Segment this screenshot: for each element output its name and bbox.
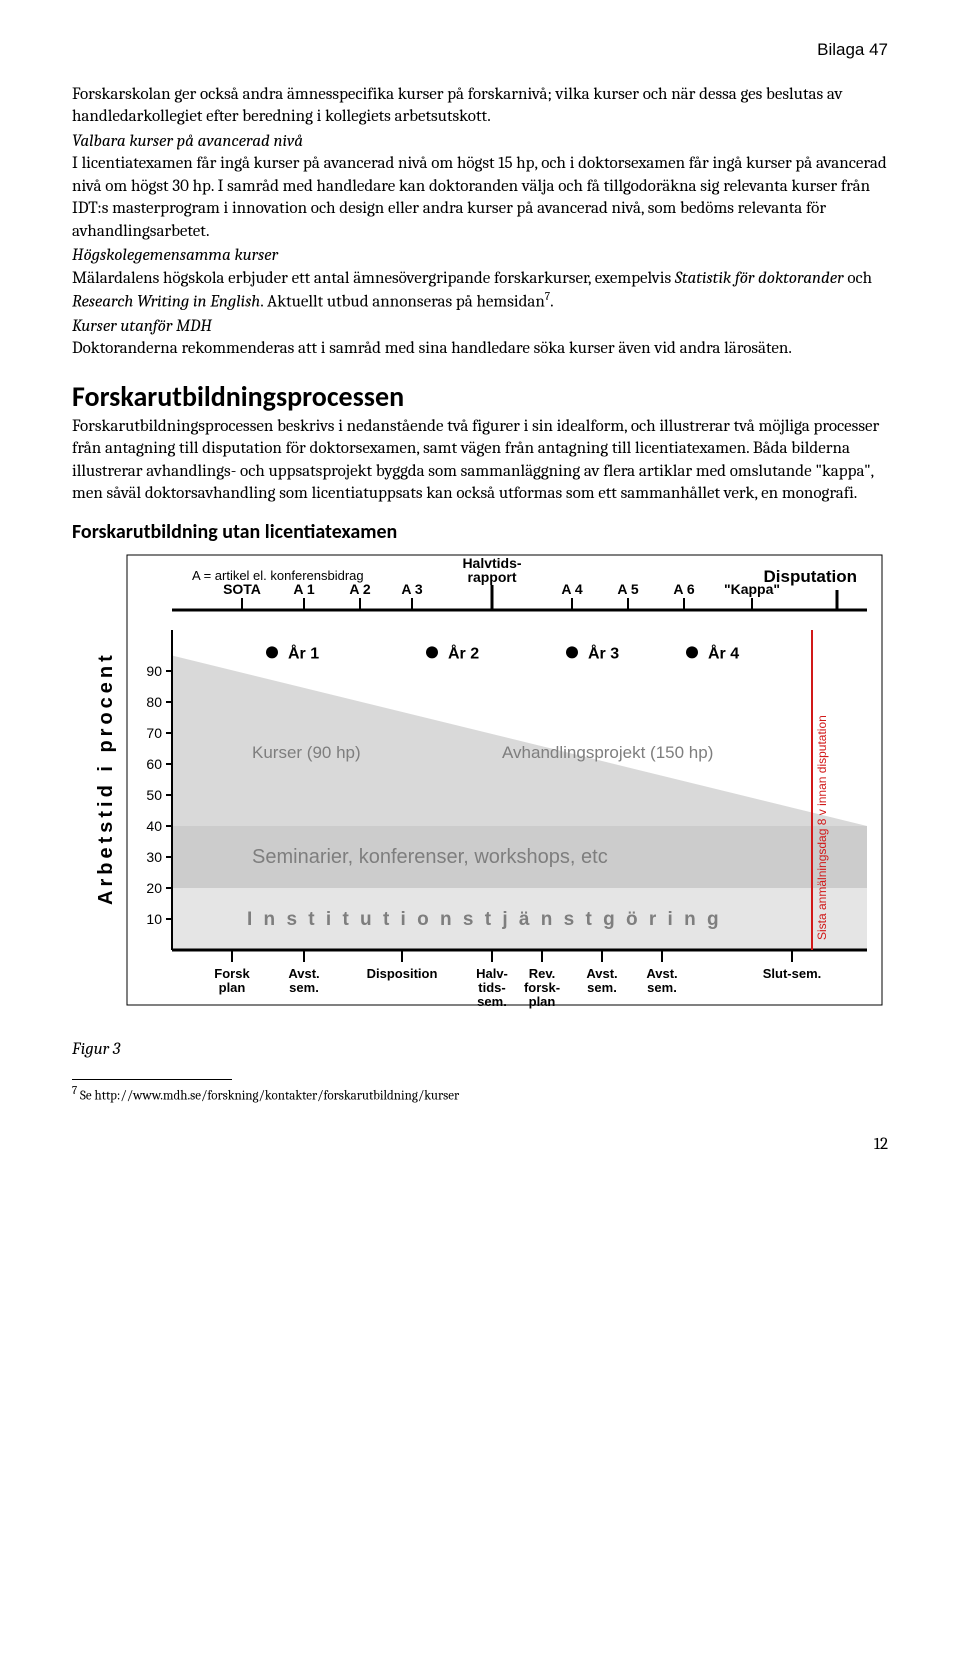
svg-text:I n s t i t u t i o n s t j ä: I n s t i t u t i o n s t j ä n s t g ö … (247, 909, 722, 930)
svg-text:rapport: rapport (468, 569, 517, 585)
paragraph-valbara: I licentiatexamen får ingå kurser på ava… (72, 153, 888, 243)
text-italic: Statistik för doktorander (675, 269, 844, 288)
svg-text:Slut-sem.: Slut-sem. (763, 966, 822, 981)
figure-chart: Arbetstid i procent 10 20 30 40 50 60 70 80 90 A =… (72, 550, 887, 1035)
svg-text:sem.: sem. (289, 980, 319, 995)
svg-text:sem.: sem. (647, 980, 677, 995)
text-italic: Research Writing in English (72, 293, 260, 312)
text-span: . (550, 293, 554, 312)
svg-text:Seminarier, konferenser, works: Seminarier, konferenser, workshops, etc (252, 846, 608, 868)
svg-text:A 1: A 1 (293, 581, 314, 597)
paragraph-kurser-utanfor: Doktoranderna rekommenderas att i samråd… (72, 338, 888, 360)
footnote-rule (72, 1079, 232, 1080)
svg-text:60: 60 (146, 756, 162, 772)
svg-text:Rev.: Rev. (529, 966, 556, 981)
svg-text:Avst.: Avst. (288, 966, 319, 981)
svg-text:plan: plan (219, 980, 246, 995)
svg-text:År 4: År 4 (708, 643, 739, 662)
svg-text:20: 20 (146, 880, 162, 896)
figure-container: Arbetstid i procent 10 20 30 40 50 60 70 80 90 A =… (72, 550, 888, 1035)
svg-text:10: 10 (146, 911, 162, 927)
svg-text:90: 90 (146, 663, 162, 679)
svg-text:Sista anmälningsdag 8 v innan: Sista anmälningsdag 8 v innan disputatio… (815, 715, 829, 940)
svg-text:forsk-: forsk- (524, 980, 560, 995)
svg-text:A = artikel el. konferensbidra: A = artikel el. konferensbidrag (192, 568, 364, 583)
subhead-valbara: Valbara kurser på avancerad nivå (72, 131, 888, 153)
svg-text:tids-: tids- (478, 980, 505, 995)
svg-text:Avst.: Avst. (646, 966, 677, 981)
svg-text:Disposition: Disposition (367, 966, 438, 981)
svg-text:Avst.: Avst. (586, 966, 617, 981)
svg-text:SOTA: SOTA (223, 581, 261, 597)
svg-text:80: 80 (146, 694, 162, 710)
svg-text:Arbetstid i procent: Arbetstid i procent (95, 651, 117, 905)
footnote: 7 Se http://www.mdh.se/forskning/kontakt… (72, 1084, 888, 1104)
header-attachment: Bilaga 47 (72, 40, 888, 60)
page-number: 12 (72, 1135, 888, 1154)
subhead-hogskole: Högskolegemensamma kurser (72, 245, 888, 267)
svg-text:30: 30 (146, 849, 162, 865)
svg-text:sem.: sem. (587, 980, 617, 995)
svg-text:A 3: A 3 (401, 581, 422, 597)
subsection-title: Forskarutbildning utan licentiatexamen (72, 520, 888, 544)
svg-text:70: 70 (146, 725, 162, 741)
text-span: Mälardalens högskola erbjuder ett antal … (72, 269, 675, 288)
svg-text:plan: plan (529, 994, 556, 1009)
section-title: Forskarutbildningsprocessen (72, 379, 888, 414)
paragraph-section: Forskarutbildningsprocessen beskrivs i n… (72, 416, 888, 506)
paragraph-intro: Forskarskolan ger också andra ämnesspeci… (72, 84, 888, 129)
svg-text:Avhandlingsprojekt (150 hp): Avhandlingsprojekt (150 hp) (502, 742, 713, 761)
svg-text:År 2: År 2 (448, 643, 479, 662)
svg-text:A 4: A 4 (561, 581, 582, 597)
svg-text:Kurser (90 hp): Kurser (90 hp) (252, 742, 361, 761)
svg-text:Disputation: Disputation (764, 567, 858, 586)
svg-text:sem.: sem. (477, 994, 507, 1009)
svg-text:A 2: A 2 (349, 581, 370, 597)
paragraph-hogskole: Mälardalens högskola erbjuder ett antal … (72, 268, 888, 315)
figure-caption: Figur 3 (72, 1039, 888, 1061)
text-span: . Aktuellt utbud annonseras på hemsidan (260, 293, 545, 312)
subhead-kurser-utanfor: Kurser utanför MDH (72, 316, 888, 338)
svg-text:A 6: A 6 (673, 581, 694, 597)
footnote-text: Se http://www.mdh.se/forskning/kontakter… (77, 1088, 459, 1103)
svg-text:40: 40 (146, 818, 162, 834)
svg-text:50: 50 (146, 787, 162, 803)
svg-text:År 1: År 1 (288, 643, 319, 662)
svg-text:År 3: År 3 (588, 643, 619, 662)
text-span: och (844, 269, 872, 288)
svg-text:Forsk: Forsk (214, 966, 250, 981)
svg-text:Halv-: Halv- (476, 966, 508, 981)
svg-text:A 5: A 5 (617, 581, 638, 597)
